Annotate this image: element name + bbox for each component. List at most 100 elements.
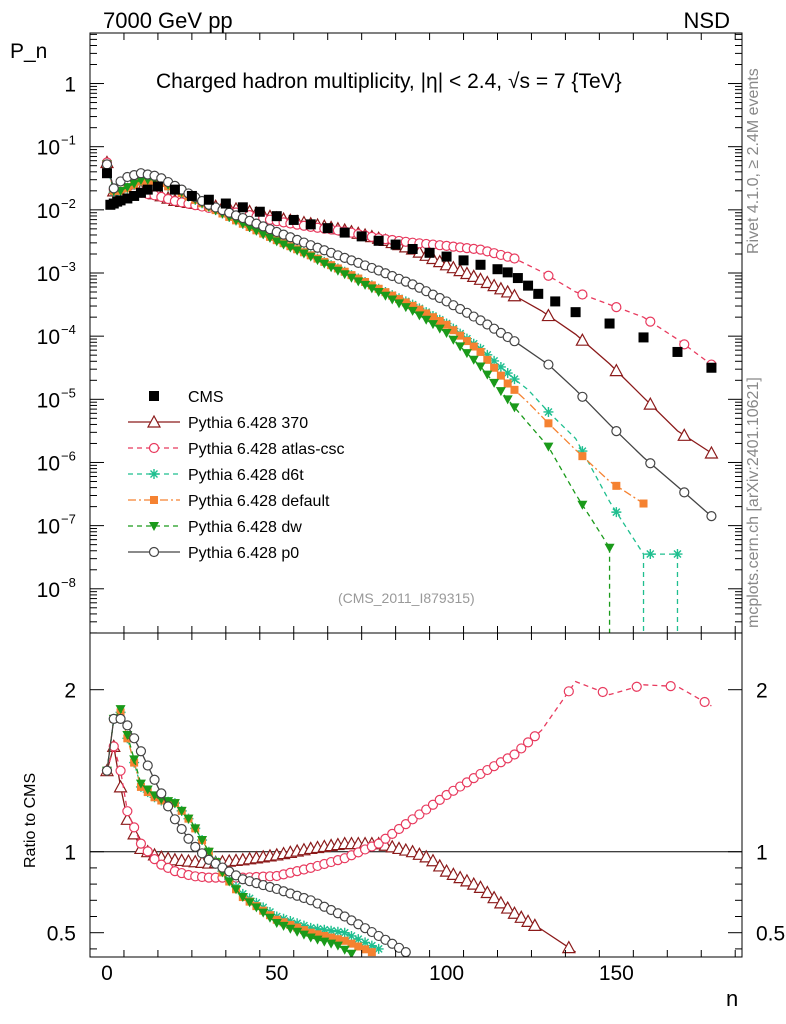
series-point xyxy=(446,260,461,274)
cms-point xyxy=(441,251,452,262)
cms-point xyxy=(424,247,435,258)
series-point xyxy=(448,335,459,345)
ratio-point xyxy=(699,696,710,708)
ratio-point xyxy=(521,914,536,927)
ratio-point xyxy=(135,746,147,757)
series-point xyxy=(468,355,479,365)
series-point xyxy=(135,176,146,186)
legend: CMS Pythia 6.428 370 Pythia 6.428 atlas-cs… xyxy=(128,389,345,562)
series-point xyxy=(487,278,502,292)
ratio-point xyxy=(380,833,391,844)
ratio-point xyxy=(108,741,119,752)
ratio-point xyxy=(360,937,371,948)
series-point xyxy=(507,288,522,302)
ratio-point xyxy=(285,924,296,934)
ratio-point xyxy=(427,799,439,810)
ratio-tick-label: 1 xyxy=(64,842,76,865)
series-point xyxy=(453,263,468,277)
legend-label: Pythia 6.428 atlas-csc xyxy=(188,441,345,458)
series-point xyxy=(706,511,717,522)
legend-marker xyxy=(148,546,160,558)
series-point xyxy=(415,305,424,314)
ratio-point xyxy=(414,809,425,820)
series-point xyxy=(577,391,588,402)
cms-point xyxy=(706,362,717,373)
ratio-point xyxy=(354,942,363,951)
cms-point xyxy=(322,223,333,234)
series-point xyxy=(435,317,444,325)
cms-point xyxy=(407,244,418,254)
series-point xyxy=(366,284,377,294)
series-point xyxy=(101,159,113,170)
y-tick-label: 10 xyxy=(37,263,60,286)
cms-point xyxy=(512,273,523,284)
ratio-point xyxy=(231,885,242,895)
y-tick-label: 10 xyxy=(37,200,60,223)
ratio-point xyxy=(129,733,140,744)
ratio-point xyxy=(115,765,126,776)
ratio-point xyxy=(135,838,147,849)
series-point xyxy=(543,442,554,452)
series-point xyxy=(645,549,656,560)
cms-point xyxy=(550,296,561,307)
y-tick-exponent: −8 xyxy=(61,575,76,590)
series-line-4 xyxy=(106,164,611,549)
ratio-point xyxy=(176,823,187,835)
series-point xyxy=(645,458,656,469)
series-point xyxy=(285,243,296,253)
ratio-point xyxy=(516,743,527,754)
ratio-point xyxy=(319,924,330,935)
y-axis-label: P_n xyxy=(10,40,48,63)
series-point xyxy=(441,329,452,338)
legend-item: Pythia 6.428 default xyxy=(128,493,330,510)
series-point xyxy=(373,287,384,297)
series-point xyxy=(476,347,485,356)
series-point xyxy=(480,275,495,289)
legend-item: Pythia 6.428 atlas-csc xyxy=(128,441,345,458)
series-point xyxy=(456,331,465,340)
series-point xyxy=(577,500,588,510)
ratio-point xyxy=(135,779,146,789)
series-point xyxy=(407,306,418,316)
mcplots-side-label: mcplots.cern.ch [arXiv:2401.10621] xyxy=(745,377,762,628)
legend-marker xyxy=(150,496,158,504)
ratio-tick-label-right: 0.5 xyxy=(756,923,785,946)
series-point xyxy=(122,183,133,193)
ratio-point xyxy=(251,903,262,913)
cms-point xyxy=(220,198,231,209)
ratio-point xyxy=(244,898,255,908)
series-point xyxy=(544,419,553,428)
series-point xyxy=(353,277,364,287)
ratio-point xyxy=(169,799,180,809)
ratio-point xyxy=(142,846,153,857)
ratio-tick-label-right: 1 xyxy=(756,842,768,865)
legend-label: Pythia 6.428 d6t xyxy=(188,467,304,484)
ratio-point xyxy=(400,819,411,830)
legend-item: Pythia 6.428 dw xyxy=(128,519,302,536)
series-line-5 xyxy=(106,164,712,517)
cms-point xyxy=(122,193,133,204)
ratio-point xyxy=(347,939,356,948)
y-tick-label: 10 xyxy=(37,137,60,160)
ratio-point xyxy=(466,876,481,890)
series-point xyxy=(609,363,624,377)
series-point xyxy=(543,359,554,370)
series-point xyxy=(489,355,500,366)
x-tick-label: 50 xyxy=(265,962,288,985)
analysis-tag: (CMS_2011_I879315) xyxy=(338,590,475,606)
ratio-point xyxy=(298,930,309,940)
ratio-point xyxy=(522,737,534,748)
y-tick-exponent: −1 xyxy=(61,133,76,148)
series-point xyxy=(394,299,405,309)
series-point xyxy=(577,289,588,300)
cms-series xyxy=(101,168,717,373)
series-point xyxy=(400,303,411,313)
y-tick-exponent: −6 xyxy=(61,448,76,463)
ratio-point xyxy=(339,945,350,955)
series-point xyxy=(278,240,289,250)
ratio-point xyxy=(493,895,508,909)
ratio-point xyxy=(129,755,140,765)
ratio-point xyxy=(346,930,357,941)
ratio-point xyxy=(101,765,113,776)
ratio-series-3 xyxy=(102,708,376,957)
